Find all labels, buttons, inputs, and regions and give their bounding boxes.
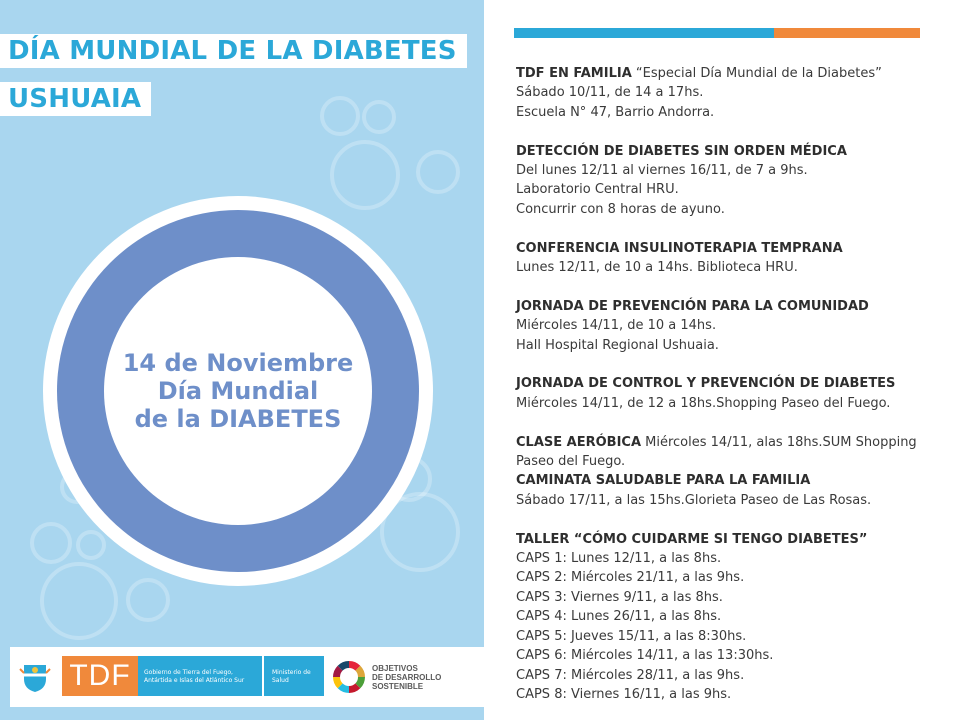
event-title: DETECCIÓN DE DIABETES SIN ORDEN MÉDICA	[516, 143, 847, 159]
event-clase-aerobica: CLASE AERÓBICA Miércoles 14/11, alas 18h…	[516, 433, 936, 472]
event-detail: Laboratorio Central HRU.	[516, 182, 679, 198]
inner-circle: 14 de Noviembre Día Mundial de la DIABET…	[104, 257, 372, 525]
decorative-bubble	[320, 96, 360, 136]
sdg-line1: OBJETIVOS	[372, 664, 418, 673]
event-detail: Del lunes 12/11 al viernes 16/11, de 7 a…	[516, 163, 808, 179]
circle-date: 14 de Noviembre	[122, 349, 354, 377]
event-detail: Sábado 17/11, a las 15hs.Glorieta Paseo …	[516, 492, 872, 508]
event-detail: Concurrir con 8 horas de ayuno.	[516, 201, 725, 217]
event-subtitle: Miércoles 14/11, alas 18hs.SUM Shopping	[641, 434, 917, 450]
caps-item: CAPS 8: Viernes 16/11, a las 9hs.	[516, 686, 732, 702]
circle-line2: Día Mundial	[157, 377, 319, 405]
event-detail: Lunes 12/11, de 10 a 14hs. Biblioteca HR…	[516, 260, 798, 276]
event-detail: Hall Hospital Regional Ushuaia.	[516, 337, 719, 353]
poster-city: USHUAIA	[0, 82, 152, 116]
sdg-label: OBJETIVOS DE DESARROLLO SOSTENIBLE	[372, 664, 441, 691]
decorative-bubble	[330, 140, 400, 210]
schedule-panel: TDF EN FAMILIA “Especial Día Mundial de …	[484, 0, 960, 720]
event-heading: CLASE AERÓBICA Miércoles 14/11, alas 18h…	[516, 433, 936, 452]
event-title: CLASE AERÓBICA	[516, 434, 642, 450]
event-conferencia: CONFERENCIA INSULINOTERAPIA TEMPRANA Lun…	[516, 239, 936, 278]
event-detail: Paseo del Fuego.	[516, 454, 626, 470]
accent-bar-blue	[514, 28, 774, 38]
footer-logos: TDF Gobierno de Tierra del Fuego, Antárt…	[10, 647, 484, 707]
government-line2: Antártida e Islas del Atlántico Sur	[144, 677, 245, 684]
decorative-bubble	[380, 492, 460, 572]
ministry-label: Ministerio de Salud	[264, 656, 324, 696]
ministry-line2: Salud	[272, 677, 289, 684]
event-detail: Miércoles 14/11, de 12 a 18hs.Shopping P…	[516, 395, 891, 411]
poster-left-panel: DÍA MUNDIAL DE LA DIABETES USHUAIA 14 de…	[0, 0, 484, 720]
accent-bar	[514, 28, 920, 38]
event-detail: Miércoles 14/11, de 10 a 14hs.	[516, 318, 717, 334]
decorative-bubble	[126, 578, 170, 622]
sdg-line3: SOSTENIBLE	[372, 682, 424, 691]
event-detail: Sábado 10/11, de 14 a 17hs.	[516, 85, 704, 101]
caps-item: CAPS 7: Miércoles 28/11, a las 9hs.	[516, 667, 745, 683]
decorative-bubble	[30, 522, 72, 564]
decorative-bubble	[76, 530, 106, 560]
event-jornada-prevencion: JORNADA DE PREVENCIÓN PARA LA COMUNIDAD …	[516, 297, 936, 355]
event-heading: TDF EN FAMILIA “Especial Día Mundial de …	[516, 64, 936, 83]
caps-item: CAPS 3: Viernes 9/11, a las 8hs.	[516, 589, 723, 605]
event-subtitle: “Especial Día Mundial de la Diabetes”	[631, 66, 882, 81]
government-line1: Gobierno de Tierra del Fuego,	[144, 669, 233, 676]
sdg-line2: DE DESARROLLO	[372, 673, 442, 682]
caps-item: CAPS 4: Lunes 26/11, a las 8hs.	[516, 609, 722, 625]
accent-bar-orange	[773, 28, 920, 38]
decorative-bubble	[362, 100, 396, 134]
decorative-bubble	[40, 562, 118, 640]
event-tdf-en-familia: TDF EN FAMILIA “Especial Día Mundial de …	[516, 64, 936, 122]
circle-text: 14 de Noviembre Día Mundial de la DIABET…	[123, 349, 354, 433]
ministry-line1: Ministerio de	[272, 669, 311, 676]
caps-item: CAPS 2: Miércoles 21/11, a las 9hs.	[516, 570, 745, 586]
poster-title: DÍA MUNDIAL DE LA DIABETES	[0, 34, 467, 68]
event-title: CONFERENCIA INSULINOTERAPIA TEMPRANA	[516, 240, 843, 256]
event-deteccion: DETECCIÓN DE DIABETES SIN ORDEN MÉDICA D…	[516, 142, 936, 220]
provincial-emblem-icon	[19, 665, 51, 692]
event-detail: Escuela N° 47, Barrio Andorra.	[516, 104, 715, 120]
event-title: TALLER “CÓMO CUIDARME SI TENGO DIABETES”	[516, 531, 868, 547]
event-title: JORNADA DE CONTROL Y PREVENCIÓN DE DIABE…	[516, 376, 896, 392]
caps-item: CAPS 1: Lunes 12/11, a las 8hs.	[516, 551, 722, 567]
government-label: Gobierno de Tierra del Fuego, Antártida …	[138, 656, 262, 696]
event-jornada-control: JORNADA DE CONTROL Y PREVENCIÓN DE DIABE…	[516, 374, 936, 413]
caps-item: CAPS 6: Miércoles 14/11, a las 13:30hs.	[516, 648, 774, 664]
event-taller: TALLER “CÓMO CUIDARME SI TENGO DIABETES”…	[516, 530, 936, 705]
event-title: CAMINATA SALUDABLE PARA LA FAMILIA	[516, 473, 811, 489]
event-title: TDF EN FAMILIA	[516, 66, 632, 81]
caps-item: CAPS 5: Jueves 15/11, a las 8:30hs.	[516, 628, 747, 644]
events-list: TDF EN FAMILIA “Especial Día Mundial de …	[516, 64, 936, 704]
tdf-logo: TDF	[62, 656, 138, 696]
event-caminata: CAMINATA SALUDABLE PARA LA FAMILIA Sábad…	[516, 471, 936, 510]
circle-line3: de la DIABETES	[134, 405, 342, 433]
sdg-wheel-icon	[333, 661, 365, 693]
decorative-bubble	[416, 150, 460, 194]
event-title: JORNADA DE PREVENCIÓN PARA LA COMUNIDAD	[516, 298, 869, 314]
